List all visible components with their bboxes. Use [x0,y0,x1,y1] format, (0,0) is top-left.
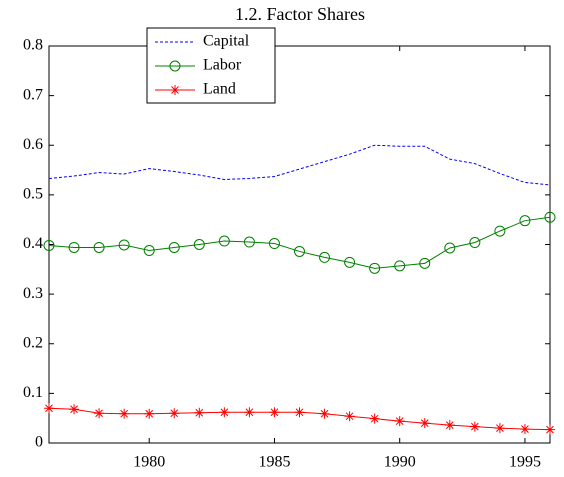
y-tick-label: 0 [35,434,43,451]
marker [169,408,180,419]
marker [394,260,406,272]
marker [243,236,255,248]
marker [519,424,530,435]
marker [469,421,480,432]
marker [144,408,155,419]
marker [494,225,506,237]
marker [94,408,105,419]
marker [319,408,330,419]
marker [544,211,556,223]
x-tick-label: 1985 [258,454,290,471]
marker [419,257,431,269]
marker [519,215,531,227]
marker [93,241,105,253]
marker [344,411,355,422]
marker [194,407,205,418]
x-tick-label: 1980 [133,454,165,471]
series-line [48,216,551,269]
marker [168,241,180,253]
marker [369,262,381,274]
legend-label: Land [203,81,236,98]
marker [444,420,455,431]
y-tick-label: 0.5 [23,186,43,203]
marker [219,407,230,418]
marker [44,403,54,414]
marker [494,423,505,434]
y-tick-label: 0.7 [23,86,43,103]
x-tick-label: 1995 [509,454,541,471]
y-tick-label: 0.4 [23,235,43,252]
legend: Capital Labor Land [146,27,276,104]
marker [43,239,55,251]
marker [119,408,130,419]
marker [444,242,456,254]
marker [319,251,331,263]
marker [244,407,255,418]
y-tick-label: 0.8 [23,37,43,54]
marker [143,244,155,256]
chart-title: 1.2. Factor Shares [235,4,365,24]
y-tick-label: 0.3 [23,285,43,302]
legend-label: Capital [203,33,250,50]
y-tick-label: 0.1 [23,384,43,401]
legend-marker [169,60,181,72]
marker [469,237,481,249]
marker [118,239,130,251]
marker [69,404,80,415]
marker [545,424,555,435]
marker [269,407,280,418]
marker [369,413,380,424]
marker [218,235,230,247]
y-tick-label: 0.2 [23,334,43,351]
y-tick-label: 0.6 [23,136,43,153]
marker [394,416,405,427]
marker [68,241,80,253]
marker [419,418,430,429]
marker [344,256,356,268]
x-tick-label: 1990 [384,454,416,471]
marker [294,245,305,257]
marker [268,238,280,250]
marker [193,239,205,250]
legend-marker [170,85,180,95]
series-line [48,144,551,186]
legend-label: Labor [203,57,242,74]
marker [294,407,305,418]
